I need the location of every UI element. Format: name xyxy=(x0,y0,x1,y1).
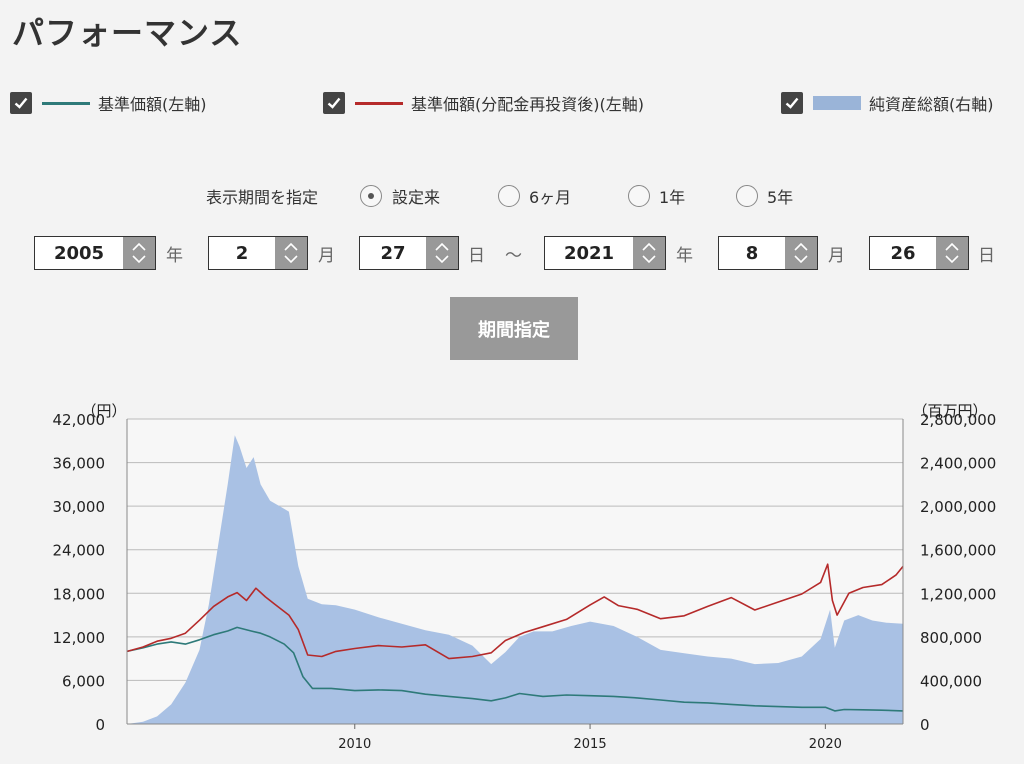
stepper[interactable] xyxy=(633,237,665,269)
year-unit: 年 xyxy=(676,245,693,266)
end-month-value: 8 xyxy=(745,242,759,264)
radio-button[interactable] xyxy=(498,185,520,207)
start-month-select[interactable]: 2 xyxy=(208,236,308,270)
stepper[interactable] xyxy=(785,237,817,269)
radio-button[interactable] xyxy=(736,185,758,207)
day-unit: 日 xyxy=(978,245,995,266)
radio-label: 5年 xyxy=(767,188,794,207)
left-axis-tick-label: 12,000 xyxy=(53,629,106,647)
year-unit: 年 xyxy=(166,245,183,266)
up-down-chevron-icon xyxy=(284,242,298,264)
start-day-select[interactable]: 27 xyxy=(359,236,459,270)
x-axis-tick-label: 2020 xyxy=(809,737,842,752)
legend-swatch-nav xyxy=(42,101,90,105)
right-axis-tick-label: 400,000 xyxy=(920,672,982,690)
left-axis-tick-label: 30,000 xyxy=(53,498,106,516)
page-title: パフォーマンス xyxy=(12,14,243,52)
legend-swatch-nav-reinvested xyxy=(355,101,403,105)
legend-label: 純資産総額(右軸) xyxy=(869,95,994,114)
up-down-chevron-icon xyxy=(435,242,449,264)
checkmark-icon xyxy=(785,97,799,109)
checkmark-icon xyxy=(327,97,341,109)
period-label: 表示期間を指定 xyxy=(206,188,319,207)
radio-label: 1年 xyxy=(659,188,686,207)
left-axis-tick-label: 42,000 xyxy=(53,411,106,429)
stepper[interactable] xyxy=(426,237,458,269)
range-separator: ～ xyxy=(505,245,522,266)
left-axis-unit-label: （円） xyxy=(81,402,126,420)
end-day-select[interactable]: 26 xyxy=(869,236,969,270)
legend-swatch-net-assets xyxy=(813,96,861,110)
checkbox-nav-reinvested[interactable] xyxy=(323,92,345,114)
start-month-value: 2 xyxy=(235,242,249,264)
end-year-value: 2021 xyxy=(563,242,615,264)
right-axis-tick-label: 2,000,000 xyxy=(920,498,996,516)
start-year-value: 2005 xyxy=(53,242,105,264)
radio-button[interactable] xyxy=(628,185,650,207)
series-area-net-assets xyxy=(127,435,903,724)
month-unit: 月 xyxy=(828,245,845,266)
legend-item-nav-reinvested[interactable]: 基準価額(分配金再投資後)(左軸) xyxy=(323,90,644,116)
right-axis-tick-label: 1,600,000 xyxy=(920,542,996,560)
end-year-select[interactable]: 2021 xyxy=(544,236,666,270)
right-axis-unit-label: （百万円） xyxy=(912,402,987,420)
radio-selected-dot xyxy=(368,193,374,199)
legend-item-net-assets[interactable]: 純資産総額(右軸) xyxy=(781,90,994,116)
left-axis-tick-label: 6,000 xyxy=(62,672,105,690)
legend-label: 基準価額(分配金再投資後)(左軸) xyxy=(411,95,644,114)
checkbox-nav[interactable] xyxy=(10,92,32,114)
up-down-chevron-icon xyxy=(642,242,656,264)
right-axis-tick-label: 2,400,000 xyxy=(920,455,996,473)
start-year-select[interactable]: 2005 xyxy=(34,236,156,270)
up-down-chevron-icon xyxy=(794,242,808,264)
left-axis-tick-label: 0 xyxy=(95,716,105,734)
stepper[interactable] xyxy=(936,237,968,269)
left-axis-tick-label: 24,000 xyxy=(53,542,106,560)
chart-axes: 0 0 6,000 400,000 12,000 800,000 18,000 1,200,0… xyxy=(53,411,997,752)
start-day-value: 27 xyxy=(380,242,406,264)
end-day-value: 26 xyxy=(890,242,916,264)
stepper[interactable] xyxy=(275,237,307,269)
radio-label: 6ヶ月 xyxy=(529,188,572,207)
series-line-nav-reinvested xyxy=(126,563,904,660)
radio-since-inception[interactable]: 設定来 xyxy=(360,183,440,209)
right-axis-tick-label: 2,800,000 xyxy=(920,411,996,429)
up-down-chevron-icon xyxy=(945,242,959,264)
right-axis-tick-label: 1,200,000 xyxy=(920,585,996,603)
legend-item-nav[interactable]: 基準価額(左軸) xyxy=(10,90,207,116)
apply-period-button[interactable]: 期間指定 xyxy=(450,297,578,360)
end-month-select[interactable]: 8 xyxy=(718,236,818,270)
stepper[interactable] xyxy=(123,237,155,269)
radio-1-year[interactable]: 1年 xyxy=(628,183,685,209)
radio-6-months[interactable]: 6ヶ月 xyxy=(498,183,571,209)
left-axis-tick-label: 18,000 xyxy=(53,585,106,603)
right-axis-tick-label: 0 xyxy=(920,716,930,734)
legend-label: 基準価額(左軸) xyxy=(98,95,207,114)
performance-chart: （円） （百万円） 0 0 6,000 400,000 12,000 800,000 18,… xyxy=(53,402,997,752)
radio-button[interactable] xyxy=(360,185,382,207)
up-down-chevron-icon xyxy=(132,242,146,264)
checkmark-icon xyxy=(14,97,28,109)
radio-label: 設定来 xyxy=(392,188,441,207)
series-line-nav xyxy=(126,626,904,712)
x-axis-tick-label: 2015 xyxy=(574,737,607,752)
radio-5-years[interactable]: 5年 xyxy=(736,183,793,209)
month-unit: 月 xyxy=(318,245,335,266)
right-axis-tick-label: 800,000 xyxy=(920,629,982,647)
chart-series xyxy=(126,435,904,724)
x-axis-tick-label: 2010 xyxy=(338,737,371,752)
left-axis-tick-label: 36,000 xyxy=(53,455,106,473)
day-unit: 日 xyxy=(468,245,485,266)
checkbox-net-assets[interactable] xyxy=(781,92,803,114)
